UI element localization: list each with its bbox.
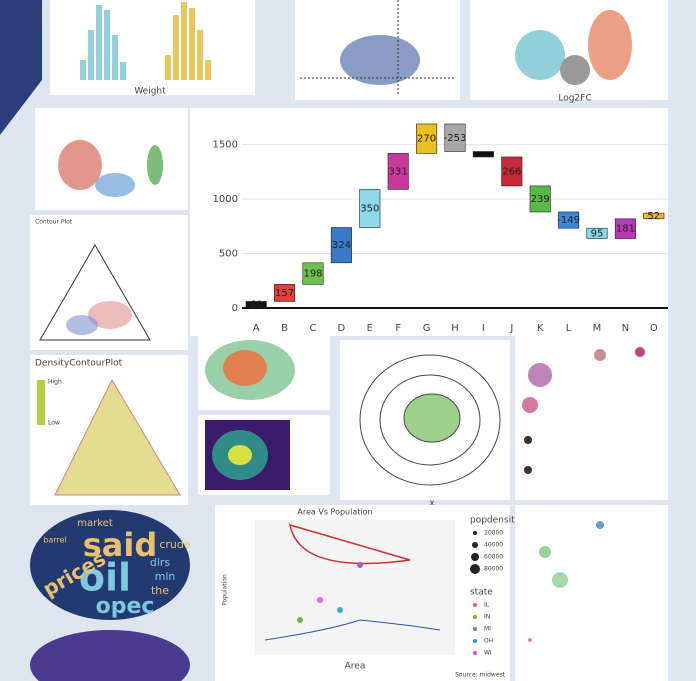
x-tick-label: J	[509, 323, 513, 334]
bar	[586, 227, 608, 239]
word-cloud-panel: said oil prices opec crude mln the marke…	[30, 510, 191, 681]
y-tick-label: 1500	[213, 140, 238, 151]
word: the	[151, 584, 169, 597]
bar	[614, 218, 636, 239]
axis-label: Count	[37, 7, 44, 25]
x-tick-label: G	[423, 323, 431, 334]
axis-label: Population	[222, 574, 229, 606]
legend-label: 60000	[484, 554, 503, 561]
value-label: 95	[591, 228, 604, 239]
x-tick-label: I	[482, 323, 485, 334]
word: market	[77, 518, 113, 529]
bar	[302, 262, 324, 285]
legend-label: IN	[484, 614, 490, 621]
legend-label: High	[48, 379, 62, 386]
word: barrel	[43, 536, 66, 545]
bar	[501, 156, 523, 187]
axis-label: Weight	[134, 87, 166, 97]
word: dlrs	[150, 556, 171, 569]
bar	[444, 123, 466, 152]
bar	[643, 212, 665, 220]
y-tick-label: 1000	[213, 194, 238, 205]
legend-label: 40000	[484, 542, 503, 549]
word: crude	[159, 538, 191, 551]
value-label: 181	[616, 224, 635, 235]
bar	[472, 151, 494, 158]
legend-label: 80000	[484, 566, 503, 573]
volcano-panel	[295, 0, 460, 100]
x-tick-label: M	[593, 323, 602, 334]
caption: Source: midwest	[455, 672, 506, 679]
axis-label: Log2FC	[558, 94, 591, 104]
bar	[274, 284, 296, 302]
value-label: 331	[389, 166, 408, 177]
value-label: 270	[417, 134, 436, 145]
bar	[330, 227, 352, 264]
value-label: -149	[557, 215, 580, 226]
x-tick-label: N	[622, 323, 629, 334]
histogram-panel: Weight Count	[37, 0, 255, 97]
contour-panel: x	[340, 340, 510, 509]
x-tick-label: O	[650, 323, 658, 334]
x-tick-label: C	[310, 323, 317, 334]
panel-title: Contour Plot	[35, 219, 73, 226]
word: said	[83, 526, 158, 564]
heatmap-panel	[198, 335, 330, 495]
bubble-panel	[515, 505, 668, 681]
legend-label: MI	[484, 626, 491, 633]
value-label: 239	[531, 194, 550, 205]
word: opec	[96, 594, 155, 619]
legend-label: WI	[484, 650, 492, 657]
area-population-panel: Area Vs Population Area Population popde…	[215, 505, 521, 681]
corner-band	[0, 0, 42, 135]
word: oil	[79, 556, 131, 600]
legend-label: OH	[484, 638, 493, 645]
x-tick-label: B	[281, 323, 288, 334]
bar	[416, 123, 438, 154]
bar	[387, 153, 409, 190]
x-tick-label: L	[566, 323, 572, 334]
bar	[529, 185, 551, 213]
value-label: 60	[250, 300, 263, 311]
waterfall-panel: 0 500 1000 1500 60 A 157 B 198 C 324 D 350 E 331 F 270 G -…	[190, 108, 668, 336]
y-tick-label: 500	[219, 249, 238, 260]
legend-label: IL	[484, 602, 490, 609]
volcano-panel: Log2FC	[470, 0, 668, 104]
bar	[359, 189, 381, 228]
value-label: 198	[303, 269, 322, 280]
x-tick-label: H	[451, 323, 459, 334]
bar	[245, 301, 267, 309]
ternary-panel: Contour Plot	[30, 215, 188, 350]
legend-title: state	[470, 588, 493, 598]
value-label: 266	[502, 166, 521, 177]
bubble-panel	[515, 335, 668, 500]
value-label: 324	[332, 240, 351, 251]
value-label: -253	[444, 133, 467, 144]
value-label: 157	[275, 288, 294, 299]
y-tick-label: 0	[232, 303, 238, 314]
value-label: 350	[360, 203, 379, 214]
panel-title: DensityContourPlot	[35, 359, 123, 369]
legend-label: Low	[48, 420, 60, 427]
bar	[558, 211, 580, 229]
x-tick-label: D	[338, 323, 346, 334]
legend-label: 20000	[484, 530, 503, 537]
x-tick-label: K	[537, 323, 544, 334]
volcano-panel	[35, 108, 188, 210]
value-label: 52	[647, 211, 660, 222]
word: mln	[155, 570, 176, 583]
x-tick-label: F	[395, 323, 401, 334]
x-tick-label: A	[253, 323, 260, 334]
axis-label: Area	[345, 662, 366, 672]
axis-label: x	[429, 499, 435, 509]
panel-title: Area Vs Population	[297, 508, 372, 517]
legend-title: popdensity	[470, 516, 521, 526]
x-tick-label: E	[367, 323, 373, 334]
density-ternary-panel: High Low DensityContourPlot	[30, 355, 188, 505]
